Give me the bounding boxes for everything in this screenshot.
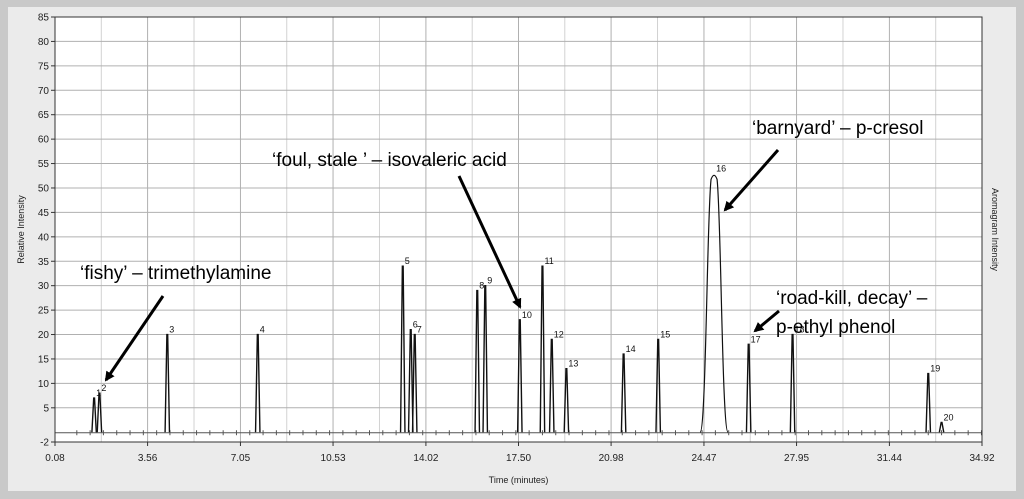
peak-label-7: 7 [417,325,422,335]
peak-label-15: 15 [660,329,670,339]
annotation-isovaleric: ‘foul, stale ’ – isovaleric acid [272,150,507,171]
y-tick-label: 55 [38,159,50,170]
peak-label-16: 16 [716,163,726,173]
peak-label-18: 18 [795,325,805,335]
peak-label-20: 20 [944,412,954,422]
y-tick-label: 10 [38,379,50,390]
x-tick-label: 24.47 [691,453,716,464]
peak-8 [474,289,481,433]
peak-20 [938,421,945,433]
y-axis-title: Relative Intensity [16,195,26,264]
peak-5 [399,265,406,433]
y-tick-label: 75 [38,61,50,72]
peak-label-17: 17 [751,334,761,344]
y-tick-label: 80 [38,37,50,48]
annotation-fishy: ‘fishy’ – trimethylamine [80,263,271,284]
y2-axis-title: Aromagram Intensity [990,188,1000,272]
peak-label-10: 10 [522,310,532,320]
y-tick-label: 35 [38,257,50,268]
annotation-arrow-isovaleric [457,175,522,309]
peak-label-13: 13 [568,359,578,369]
peak-label-6: 6 [413,320,418,330]
x-tick-label: 0.08 [45,453,65,464]
y-tick-label: 65 [38,110,50,121]
x-tick-label: 17.50 [506,453,531,464]
peak-label-19: 19 [930,364,940,374]
y-tick-label: 70 [38,86,50,97]
peak-11 [539,265,546,433]
peak-19 [925,372,932,433]
x-tick-label: 3.56 [138,453,158,464]
peak-7 [411,333,418,433]
y-tick-label: 5 [43,403,49,414]
y-tick-label: 45 [38,208,50,219]
y-tick-label: 15 [38,354,50,365]
peak-label-3: 3 [169,325,174,335]
peak-9 [482,284,489,433]
annotation-arrow-cresol [723,149,780,212]
y-tick-label: 85 [38,13,50,24]
peak-1 [91,397,98,433]
annotation-roadkill: ‘road-kill, decay’ – [776,288,928,309]
peak-10 [516,319,523,433]
y-tick-label: 30 [38,281,50,292]
x-tick-label: 31.44 [877,453,902,464]
peak-label-9: 9 [487,276,492,286]
peak-2 [96,392,103,433]
peak-label-5: 5 [405,256,410,266]
peak-label-11: 11 [544,256,553,266]
y-tick-label: 40 [38,232,50,243]
peak-16 [699,174,729,433]
x-tick-label: 10.53 [321,453,346,464]
annotation-arrow-fishy [104,295,165,382]
peak-17 [745,343,752,433]
peak-18 [789,333,796,433]
peak-label-2: 2 [101,383,106,393]
peak-12 [548,338,555,433]
peak-13 [563,368,570,433]
peak-15 [655,338,662,433]
y-tick-label: 50 [38,183,50,194]
peak-4 [254,333,261,433]
y-tick-label: 25 [38,306,50,317]
x-tick-label: 27.95 [784,453,809,464]
x-tick-label: 14.02 [413,453,438,464]
peak-label-8: 8 [479,281,484,291]
annotation-arrow-ethylphenol [753,309,780,333]
y-tick-label: 20 [38,330,50,341]
y-tick-label: 60 [38,135,50,146]
x-axis-title: Time (minutes) [489,475,549,485]
y-tick-label: -2 [40,438,49,449]
annotation-cresol: ‘barnyard’ – p-cresol [752,118,923,139]
peak-14 [620,353,627,433]
x-tick-label: 7.05 [231,453,251,464]
peak-6 [407,328,414,433]
annotation-ethylphenol: p-ethyl phenol [776,317,895,338]
peak-label-4: 4 [260,325,265,335]
peak-3 [164,333,171,433]
x-tick-label: 34.92 [969,453,994,464]
peak-label-14: 14 [626,344,636,354]
peak-label-12: 12 [554,329,564,339]
x-tick-label: 20.98 [599,453,624,464]
